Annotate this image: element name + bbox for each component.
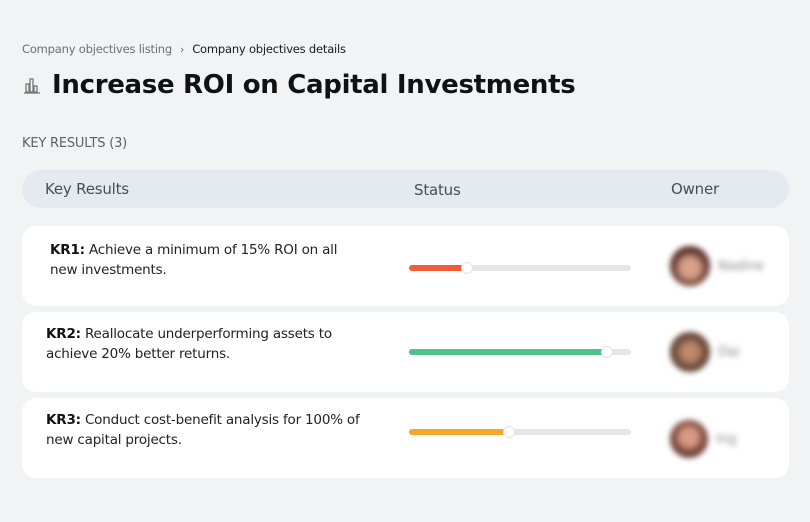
progress-slider[interactable] [409, 262, 631, 274]
title-row: Increase ROI on Capital Investments [22, 70, 576, 100]
column-header-owner: Owner [671, 180, 719, 198]
avatar [670, 420, 708, 458]
key-result-text: KR1: Achieve a minimum of 15% ROI on all… [50, 240, 340, 280]
column-header-key-results: Key Results [45, 180, 129, 198]
bar-chart-building-icon [24, 78, 40, 94]
key-result-description: Reallocate underperforming assets to ach… [46, 326, 332, 362]
owner[interactable]: Dai [670, 332, 740, 372]
breadcrumb-current: Company objectives details [192, 42, 346, 56]
breadcrumb-link-listing[interactable]: Company objectives listing [22, 42, 172, 56]
key-result-id: KR2: [46, 326, 81, 342]
owner-name: Ing [716, 431, 737, 447]
breadcrumb: Company objectives listing › Company obj… [22, 42, 346, 56]
avatar [670, 246, 710, 286]
key-result-row[interactable]: KR2: Reallocate underperforming assets t… [22, 312, 789, 392]
table-header: Key Results Status Owner [22, 170, 789, 208]
owner[interactable]: Ing [670, 420, 736, 458]
progress-fill [409, 429, 509, 435]
progress-thumb[interactable] [460, 262, 473, 274]
key-result-description: Achieve a minimum of 15% ROI on all new … [50, 242, 338, 278]
progress-slider[interactable] [409, 426, 631, 438]
key-result-row[interactable]: KR1: Achieve a minimum of 15% ROI on all… [22, 226, 789, 306]
progress-fill [409, 265, 467, 271]
key-result-description: Conduct cost-benefit analysis for 100% o… [46, 412, 360, 448]
key-result-id: KR3: [46, 412, 81, 428]
owner[interactable]: Nadine [670, 246, 764, 286]
key-result-text: KR3: Conduct cost-benefit analysis for 1… [46, 410, 376, 450]
page-title: Increase ROI on Capital Investments [52, 70, 576, 100]
key-result-row[interactable]: KR3: Conduct cost-benefit analysis for 1… [22, 398, 789, 478]
avatar [670, 332, 710, 372]
progress-thumb[interactable] [502, 426, 515, 438]
progress-fill [409, 349, 607, 355]
column-header-status: Status [414, 181, 461, 199]
owner-name: Nadine [718, 258, 764, 274]
key-result-id: KR1: [50, 242, 85, 258]
key-result-text: KR2: Reallocate underperforming assets t… [46, 324, 376, 364]
progress-thumb[interactable] [600, 346, 613, 358]
chevron-right-icon: › [180, 42, 185, 56]
progress-slider[interactable] [409, 346, 631, 358]
key-results-count-label: KEY RESULTS (3) [22, 136, 128, 151]
owner-name: Dai [718, 344, 740, 360]
